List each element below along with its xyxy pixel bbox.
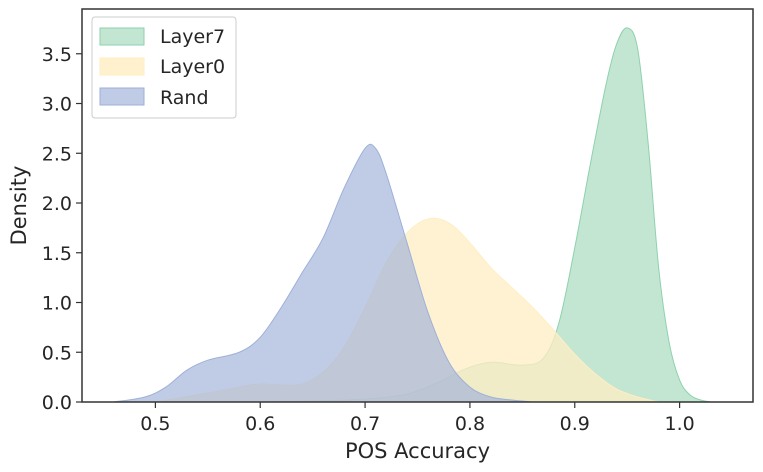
y-tick-label: 3.5 [42, 44, 72, 66]
x-tick-label: 0.7 [350, 413, 380, 435]
legend-label-layer0: Layer0 [160, 56, 225, 78]
y-tick-label: 0.0 [42, 392, 72, 414]
legend-label-layer7: Layer7 [160, 26, 225, 48]
legend-swatch-layer0 [99, 57, 145, 76]
y-tick-label: 3.0 [42, 94, 72, 116]
x-tick-label: 0.9 [560, 413, 590, 435]
x-tick-label: 0.8 [455, 413, 485, 435]
x-tick-label: 0.6 [245, 413, 275, 435]
y-tick-label: 0.5 [42, 342, 72, 364]
x-tick-label: 0.5 [140, 413, 170, 435]
x-axis-label: POS Accuracy [345, 439, 490, 463]
legend-label-rand: Rand [160, 87, 209, 109]
y-ticks: 0.0 0.5 1.0 1.5 2.0 2.5 3.0 3.5 [42, 44, 82, 414]
y-tick-label: 2.0 [42, 193, 72, 215]
legend-swatch-rand [99, 87, 145, 106]
legend: Layer7 Layer0 Rand [91, 16, 237, 119]
plot-frame [81, 8, 754, 403]
y-tick-label: 1.0 [42, 293, 72, 315]
legend-swatch-layer7 [99, 27, 145, 46]
x-tick-label: 1.0 [665, 413, 695, 435]
y-axis-label: Density [7, 166, 31, 246]
density-areas [113, 27, 712, 403]
x-ticks: 0.5 0.6 0.7 0.8 0.9 1.0 [140, 402, 695, 435]
density-area-rand [113, 143, 533, 403]
y-tick-label: 1.5 [42, 243, 72, 265]
y-tick-label: 2.5 [42, 143, 72, 165]
